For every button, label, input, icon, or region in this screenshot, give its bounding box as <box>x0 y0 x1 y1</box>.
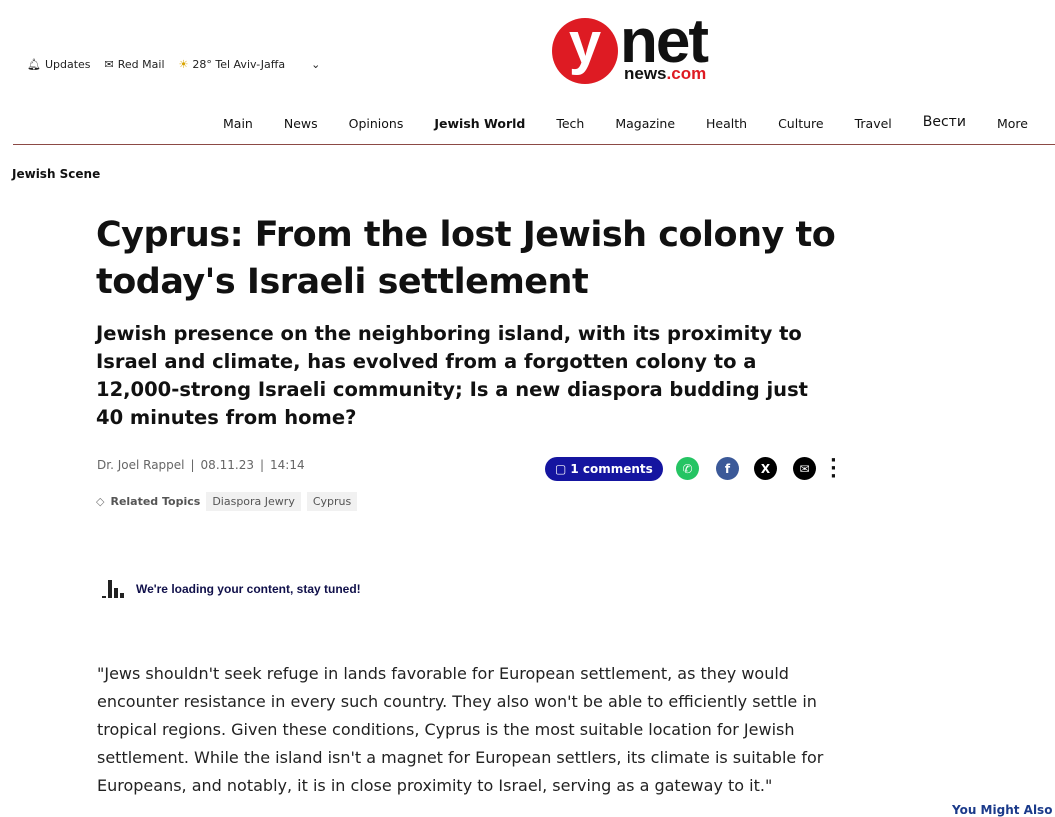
bell-icon: 🔔︎ <box>27 58 41 71</box>
weather-widget[interactable]: ☀ 28° Tel Aviv-Jaffa <box>178 58 286 71</box>
nav-opinions[interactable]: Opinions <box>348 116 404 131</box>
nav-health[interactable]: Health <box>706 116 748 131</box>
email-share-icon[interactable]: ✉ <box>793 457 816 480</box>
nav-more[interactable]: More ⌄ <box>996 116 1028 131</box>
nav-culture[interactable]: Culture <box>778 116 824 131</box>
date: 08.11.23 <box>200 458 254 472</box>
article-subtitle: Jewish presence on the neighboring islan… <box>96 322 808 429</box>
time: 14:14 <box>270 458 305 472</box>
nav-news[interactable]: News <box>283 116 318 131</box>
nav-jewish-world[interactable]: Jewish World <box>434 116 526 131</box>
nav-tech[interactable]: Tech <box>556 116 585 131</box>
facebook-share-icon[interactable]: f <box>716 457 739 480</box>
you-might-also-like-heading: You Might Also L <box>952 803 1055 817</box>
whatsapp-share-icon[interactable]: ✆ <box>676 457 699 480</box>
red-mail-link[interactable]: ✉ Red Mail <box>104 58 165 71</box>
article-quote: "Jews shouldn't seek refuge in lands fav… <box>97 664 824 795</box>
utility-bar: 🔔︎ Updates ✉ Red Mail ☀ 28° Tel Aviv-Jaffa … <box>27 58 320 71</box>
updates-link[interactable]: 🔔︎ Updates <box>27 58 91 71</box>
section-label[interactable]: Jewish Scene <box>12 167 101 181</box>
comment-icon: ▢ <box>555 462 567 476</box>
mail-icon: ✉ <box>104 58 114 71</box>
nav-main[interactable]: Main <box>223 116 253 131</box>
topic-tag[interactable]: Cyprus <box>306 492 358 511</box>
author[interactable]: Dr. Joel Rappel <box>97 458 185 472</box>
article-meta: Dr. Joel Rappel | 08.11.23 | 14:14 <box>97 458 305 472</box>
loading-bars-icon <box>102 580 124 598</box>
chevron-down-icon[interactable]: ⌄ <box>311 58 321 71</box>
comments-button[interactable]: ▢ 1 comments <box>545 457 663 481</box>
nav-travel[interactable]: Travel <box>854 116 892 131</box>
topic-tag[interactable]: Diaspora Jewry <box>206 492 301 511</box>
sun-icon: ☀ <box>178 58 189 71</box>
main-nav: Main News Opinions Jewish World Tech Mag… <box>223 114 1055 131</box>
tag-icon: ◇ <box>96 495 105 508</box>
article-title: Cyprus: From the lost Jewish colony to t… <box>96 215 836 302</box>
nav-divider <box>13 144 1055 145</box>
related-topics: ◇ Related Topics Diaspora Jewry Cyprus <box>96 492 358 511</box>
ynet-logo[interactable]: y net news.com <box>552 7 722 84</box>
more-options-icon[interactable]: · · · <box>830 450 837 487</box>
nav-vesti[interactable]: Вести <box>922 114 966 130</box>
nav-magazine[interactable]: Magazine <box>615 116 676 131</box>
x-share-icon[interactable]: X <box>754 457 777 480</box>
loading-notice: We're loading your content, stay tuned! <box>102 580 361 598</box>
